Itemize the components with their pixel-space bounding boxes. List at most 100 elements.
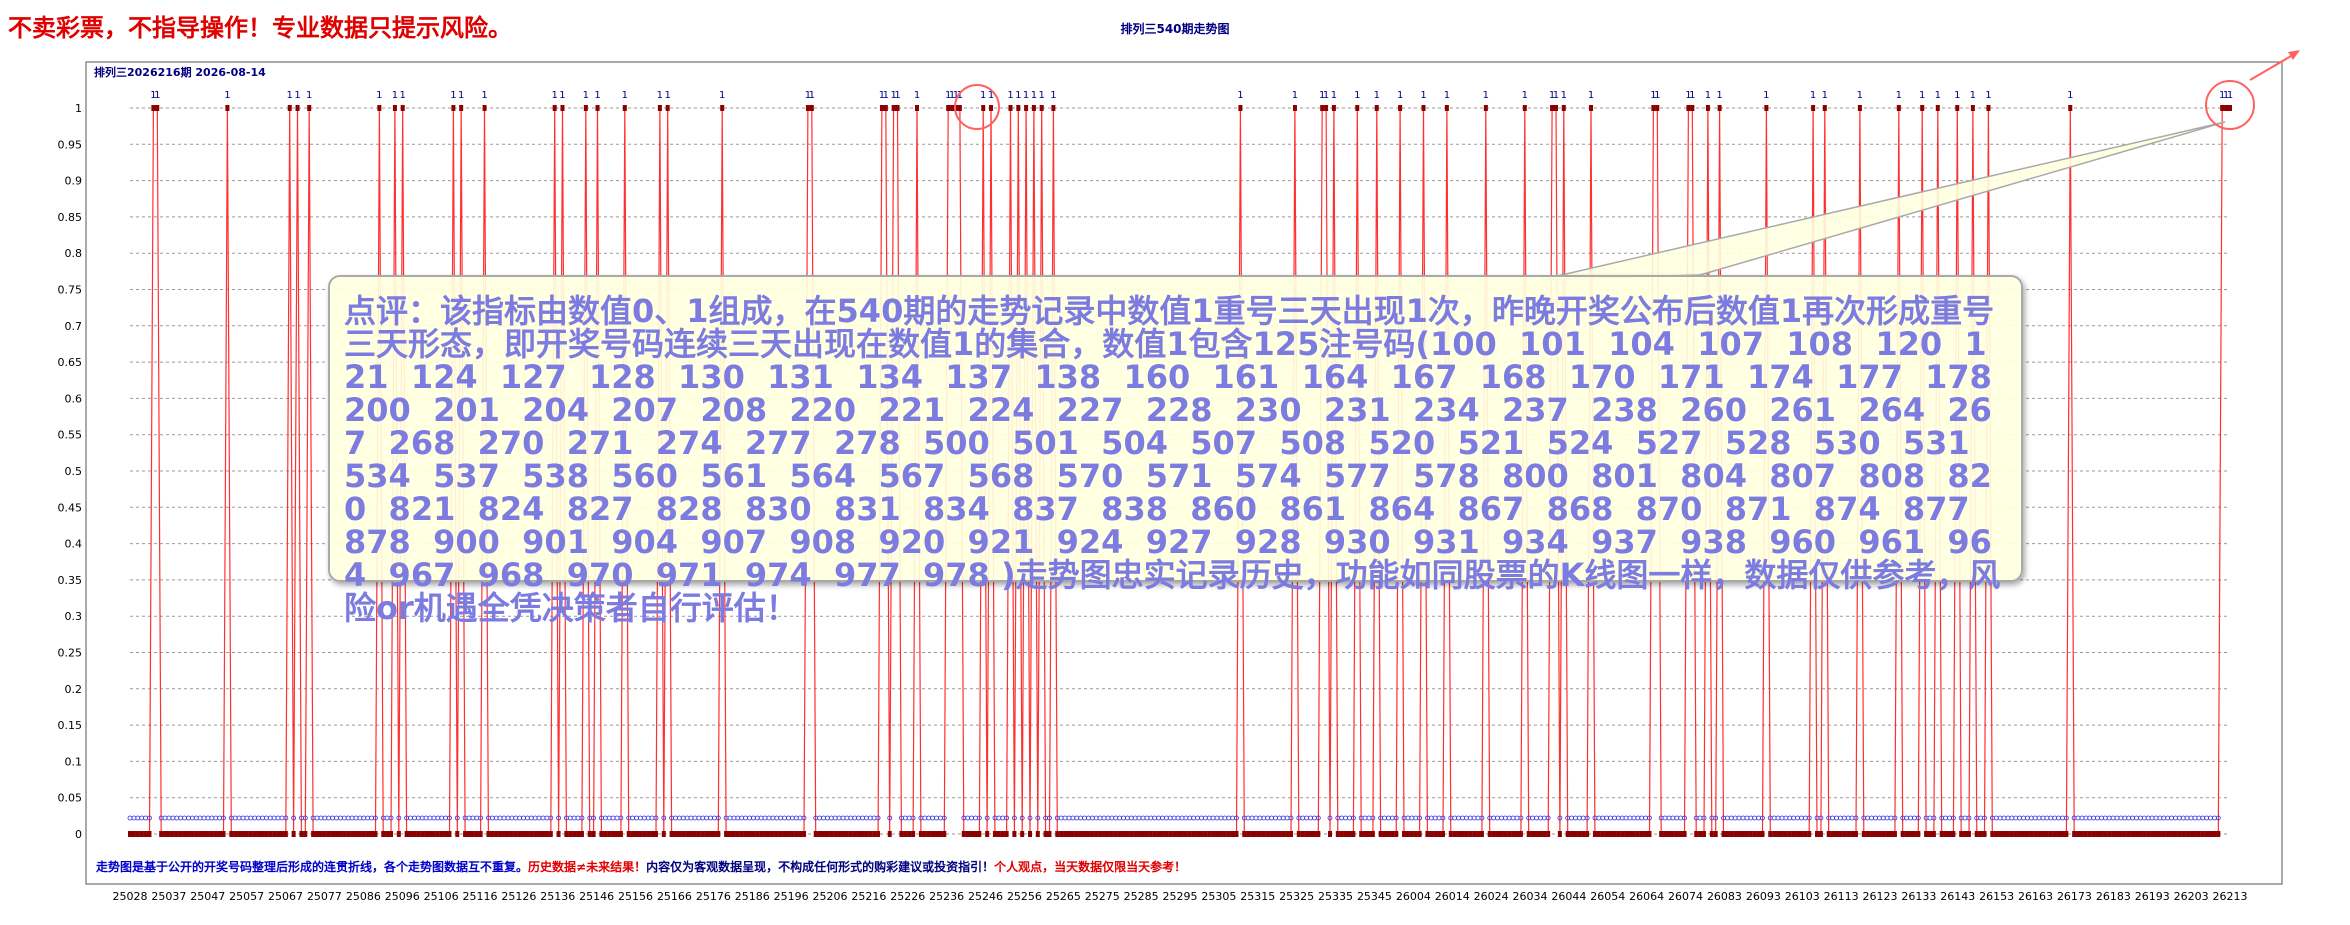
x-tick-label: 25166 bbox=[657, 890, 692, 903]
marker-zero bbox=[1846, 831, 1851, 837]
marker-zero bbox=[1885, 831, 1890, 837]
marker-zero bbox=[868, 831, 873, 837]
marker-zero bbox=[1557, 831, 1562, 837]
marker-zero bbox=[182, 831, 187, 837]
marker-zero bbox=[1538, 831, 1543, 837]
marker-zero bbox=[2017, 831, 2022, 837]
marker-zero bbox=[2216, 831, 2221, 837]
value-label-one: 1 bbox=[1935, 90, 1941, 101]
value-label-one: 1 bbox=[945, 90, 951, 101]
marker-blue-circle bbox=[1393, 815, 1399, 821]
marker-one bbox=[657, 105, 662, 111]
marker-blue-circle bbox=[1047, 815, 1052, 821]
x-tick-label: 26083 bbox=[1707, 890, 1742, 903]
marker-zero bbox=[174, 831, 179, 837]
marker-zero bbox=[1491, 831, 1496, 837]
marker-zero bbox=[2060, 831, 2065, 837]
marker-zero bbox=[217, 831, 222, 837]
marker-zero bbox=[747, 831, 752, 837]
marker-one bbox=[307, 105, 312, 111]
marker-zero bbox=[502, 831, 507, 837]
marker-zero bbox=[326, 831, 331, 837]
marker-zero bbox=[2037, 831, 2042, 837]
marker-zero bbox=[1682, 831, 1687, 837]
marker-zero bbox=[1405, 831, 1410, 837]
x-tick-label: 25246 bbox=[968, 890, 1003, 903]
marker-zero bbox=[2111, 831, 2116, 837]
marker-zero bbox=[1425, 831, 1430, 837]
marker-zero bbox=[1160, 831, 1165, 837]
marker-zero bbox=[782, 831, 787, 837]
value-label-one: 1 bbox=[1549, 90, 1555, 101]
marker-zero bbox=[1140, 831, 1145, 837]
value-label-one: 1 bbox=[400, 90, 406, 101]
marker-blue-circle bbox=[1950, 815, 1956, 821]
value-label-one: 1 bbox=[1919, 90, 1925, 101]
x-axis: 25028 25037 25047 25057 25067 25077 25086 25096… bbox=[113, 890, 2248, 903]
marker-zero bbox=[700, 831, 705, 837]
marker-one bbox=[895, 105, 900, 111]
marker-zero bbox=[1659, 831, 1664, 837]
value-label-one: 1 bbox=[1292, 90, 1298, 101]
value-label-one: 1 bbox=[376, 90, 382, 101]
marker-zero bbox=[1176, 831, 1181, 837]
marker-zero bbox=[1199, 831, 1204, 837]
marker-zero bbox=[673, 831, 678, 837]
marker-zero bbox=[509, 831, 514, 837]
marker-one bbox=[622, 105, 627, 111]
y-tick-label: 0.1 bbox=[65, 755, 83, 768]
marker-zero bbox=[1830, 831, 1835, 837]
value-label-one: 1 bbox=[1553, 90, 1559, 101]
marker-one bbox=[946, 105, 951, 111]
marker-one bbox=[1051, 105, 1056, 111]
marker-zero bbox=[1472, 831, 1477, 837]
marker-zero bbox=[1094, 831, 1099, 837]
marker-zero bbox=[607, 831, 612, 837]
marker-zero bbox=[2103, 831, 2108, 837]
marker-zero bbox=[1261, 831, 1266, 837]
marker-blue-circle bbox=[1818, 815, 1824, 821]
marker-blue-circle bbox=[910, 815, 916, 821]
marker-zero bbox=[1966, 831, 1971, 837]
marker-zero bbox=[221, 831, 226, 837]
value-label-one: 1 bbox=[1444, 90, 1450, 101]
marker-zero bbox=[2200, 831, 2205, 837]
x-tick-label: 25265 bbox=[1046, 890, 1081, 903]
marker-zero bbox=[303, 831, 308, 837]
marker-zero bbox=[587, 831, 592, 837]
marker-zero bbox=[837, 831, 842, 837]
marker-blue-circle bbox=[1647, 815, 1652, 821]
marker-zero bbox=[1565, 831, 1570, 837]
marker-zero bbox=[490, 831, 495, 837]
marker-zero bbox=[361, 831, 366, 837]
marker-blue-circle bbox=[1931, 815, 1937, 821]
value-label-one: 1 bbox=[2223, 90, 2229, 101]
marker-zero bbox=[311, 831, 316, 837]
x-tick-label: 25096 bbox=[385, 890, 420, 903]
marker-zero bbox=[1963, 831, 1968, 837]
marker-blue-circle bbox=[591, 815, 597, 821]
value-label-one: 1 bbox=[1954, 90, 1960, 101]
value-label-one: 1 bbox=[1031, 90, 1037, 101]
marker-zero bbox=[965, 831, 970, 837]
marker-zero bbox=[1090, 831, 1095, 837]
x-tick-label: 25256 bbox=[1007, 890, 1042, 903]
marker-zero bbox=[696, 831, 701, 837]
marker-blue-circle bbox=[801, 815, 807, 821]
marker-zero bbox=[922, 831, 927, 837]
marker-zero bbox=[276, 831, 281, 837]
marker-zero bbox=[650, 831, 655, 837]
marker-blue-circle bbox=[1315, 815, 1321, 821]
marker-zero bbox=[357, 831, 362, 837]
marker-zero bbox=[1078, 831, 1083, 837]
marker-zero bbox=[194, 831, 199, 837]
marker-one bbox=[891, 105, 896, 111]
marker-one bbox=[883, 105, 888, 111]
marker-zero bbox=[1234, 831, 1239, 837]
marker-one bbox=[1421, 105, 1426, 111]
marker-one bbox=[1016, 105, 1021, 111]
marker-zero bbox=[568, 831, 573, 837]
marker-zero bbox=[770, 831, 775, 837]
x-tick-label: 25186 bbox=[735, 890, 770, 903]
